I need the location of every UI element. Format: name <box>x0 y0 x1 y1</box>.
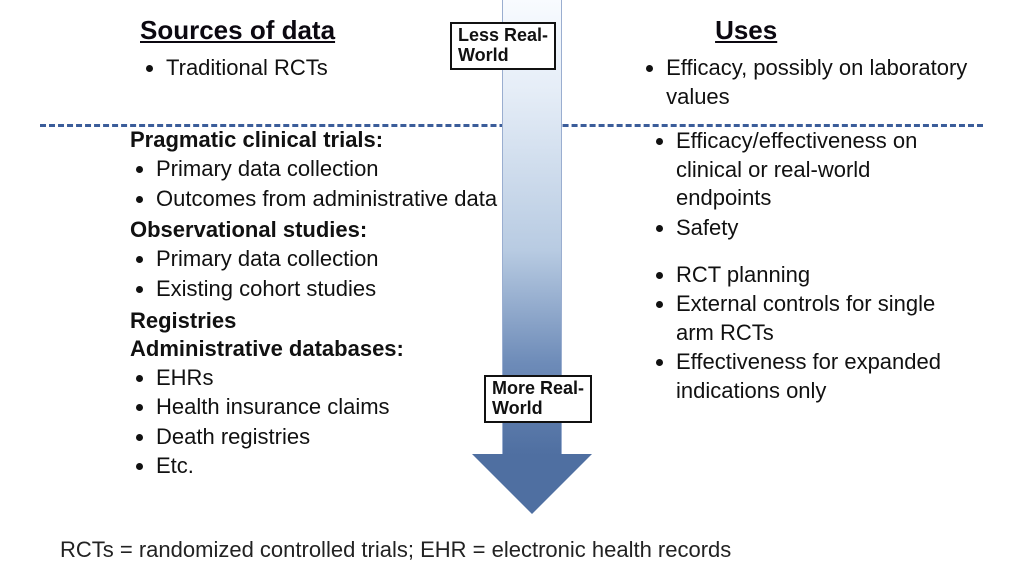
list-item: Safety <box>676 214 970 243</box>
footnote: RCTs = randomized controlled trials; EHR… <box>60 537 731 563</box>
arrow-label-text: More Real- <box>492 379 584 399</box>
uses-top-list: Efficacy, possibly on laboratory values <box>640 54 983 111</box>
arrow-label-text: Less Real- <box>458 26 548 46</box>
uses-block-list: RCT planning External controls for singl… <box>650 261 970 406</box>
sources-title: Sources of data <box>140 15 335 46</box>
arrow-head-icon <box>472 454 592 514</box>
uses-title: Uses <box>715 15 777 46</box>
diagram-container: Sources of data Uses Traditional RCTs Ef… <box>0 0 1023 578</box>
list-item: Efficacy/effectiveness on clinical or re… <box>676 127 970 213</box>
list-item: Efficacy, possibly on laboratory values <box>666 54 983 111</box>
arrow-label-top: Less Real- World <box>450 22 556 70</box>
arrow-label-text: World <box>492 399 584 419</box>
uses-top: Efficacy, possibly on laboratory values <box>640 52 983 115</box>
gradient-arrow: Less Real- World More Real- World <box>472 0 592 520</box>
list-item: Effectiveness for expanded indications o… <box>676 348 970 405</box>
arrow-label-text: World <box>458 46 548 66</box>
list-item: RCT planning <box>676 261 970 290</box>
uses-block-list: Efficacy/effectiveness on clinical or re… <box>650 127 970 242</box>
arrow-label-bottom: More Real- World <box>484 375 592 423</box>
uses-bottom: Efficacy/effectiveness on clinical or re… <box>650 125 970 485</box>
list-item: External controls for single arm RCTs <box>676 290 970 347</box>
